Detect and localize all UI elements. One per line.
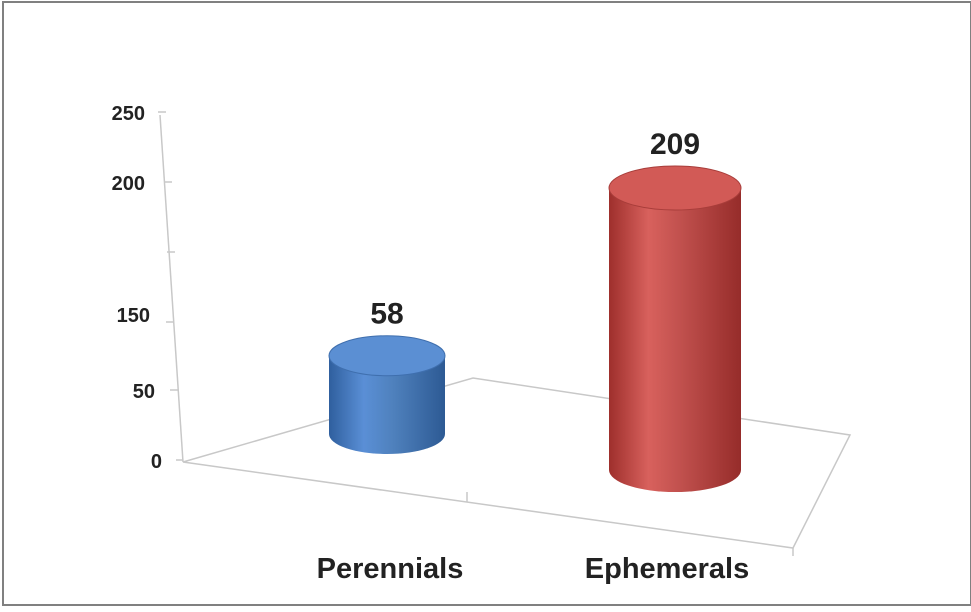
x-category-label-ephemerals: Ephemerals: [585, 553, 749, 585]
y-axis-line: [159, 114, 184, 463]
y-tick-label: 150: [117, 305, 150, 327]
bars-group: 58 209: [328, 128, 742, 492]
y-tick-label: 200: [112, 173, 145, 195]
bar-perennials: [329, 355, 445, 454]
y-tick-label: 250: [112, 103, 145, 125]
bar-top-ephemerals: [608, 165, 742, 211]
floor-plane: [182, 377, 852, 549]
y-ticks: [158, 111, 183, 461]
bar-top-perennials: [328, 335, 446, 377]
y-tick-label: 50: [133, 381, 155, 403]
data-label-ephemerals: 209: [650, 128, 700, 161]
y-tick-label: 0: [151, 451, 162, 473]
bar-ephemerals: [609, 188, 741, 492]
x-category-label-perennials: Perennials: [317, 553, 464, 585]
data-label-perennials: 58: [370, 298, 403, 331]
